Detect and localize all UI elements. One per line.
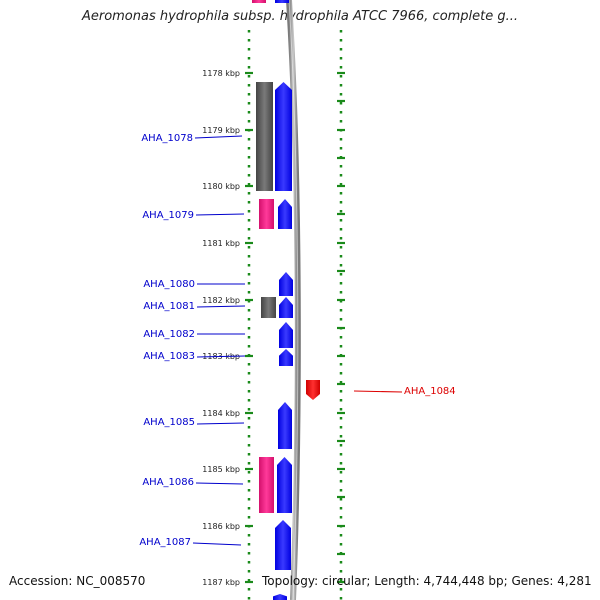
ruler-tick-label: 1184 kbp — [202, 409, 240, 418]
ruler-tick-label: 1178 kbp — [202, 69, 240, 78]
cds-feature-aha-1081 — [261, 297, 276, 318]
gene-label-leader — [192, 542, 242, 546]
gene-arrow-aha-1086 — [277, 457, 292, 513]
genome-title: Aeromonas hydrophila subsp. hydrophila A… — [81, 9, 519, 24]
gene-arrow-aha-1083 — [279, 349, 293, 366]
gene-label-leader — [195, 482, 244, 485]
gene-arrow-aha-1084 — [306, 380, 320, 400]
gene-label-leader — [194, 135, 243, 139]
gene-label: AHA_1085 — [143, 417, 195, 428]
ruler-tick-label: 1185 kbp — [202, 465, 240, 474]
genome-summary: Topology: circular; Length: 4,744,448 bp… — [262, 574, 592, 588]
gene-arrow-top-partial — [275, 0, 289, 3]
gene-arrow-aha-1078 — [275, 82, 292, 191]
ruler-tick-label: 1186 kbp — [202, 522, 240, 531]
gene-arrow-bottom-partial — [273, 594, 287, 600]
accession-label: Accession: NC_008570 — [9, 574, 146, 588]
ruler-tick-label: 1180 kbp — [202, 182, 240, 191]
ruler-tick-label: 1179 kbp — [202, 126, 240, 135]
gene-arrow-aha-1082 — [279, 322, 293, 348]
gene-label: AHA_1086 — [142, 477, 194, 488]
ruler-tick-label: 1187 kbp — [202, 578, 240, 587]
gene-label: AHA_1084 — [404, 386, 456, 397]
rna-feature-top-partial — [252, 0, 266, 3]
rna-feature-aha-1086 — [259, 457, 274, 513]
gene-label-leader — [196, 422, 245, 425]
gene-arrow-aha-1081 — [279, 297, 293, 318]
genome-backbone-highlight — [288, 0, 299, 600]
gene-label-leader — [196, 355, 246, 358]
gene-label: AHA_1081 — [143, 301, 195, 312]
gene-label: AHA_1083 — [143, 351, 195, 362]
gene-label: AHA_1087 — [139, 537, 191, 548]
gene-arrow-aha-1085 — [278, 402, 292, 449]
gene-label-leader — [353, 390, 403, 393]
cds-feature-aha-1078 — [256, 82, 273, 191]
gene-arrow-aha-1079 — [278, 199, 292, 229]
gene-label: AHA_1079 — [142, 210, 194, 221]
gene-label: AHA_1078 — [141, 133, 193, 144]
gene-label-leader — [195, 213, 245, 216]
gene-arrow-aha-1087 — [275, 520, 291, 570]
ruler-tick-label: 1182 kbp — [202, 296, 240, 305]
gene-label-leader — [196, 305, 246, 308]
gene-arrow-aha-1080 — [279, 272, 293, 296]
gene-label: AHA_1082 — [143, 329, 195, 340]
rna-feature-aha-1079 — [259, 199, 274, 229]
ruler-tick-label: 1181 kbp — [202, 239, 240, 248]
gene-label: AHA_1080 — [143, 279, 195, 290]
